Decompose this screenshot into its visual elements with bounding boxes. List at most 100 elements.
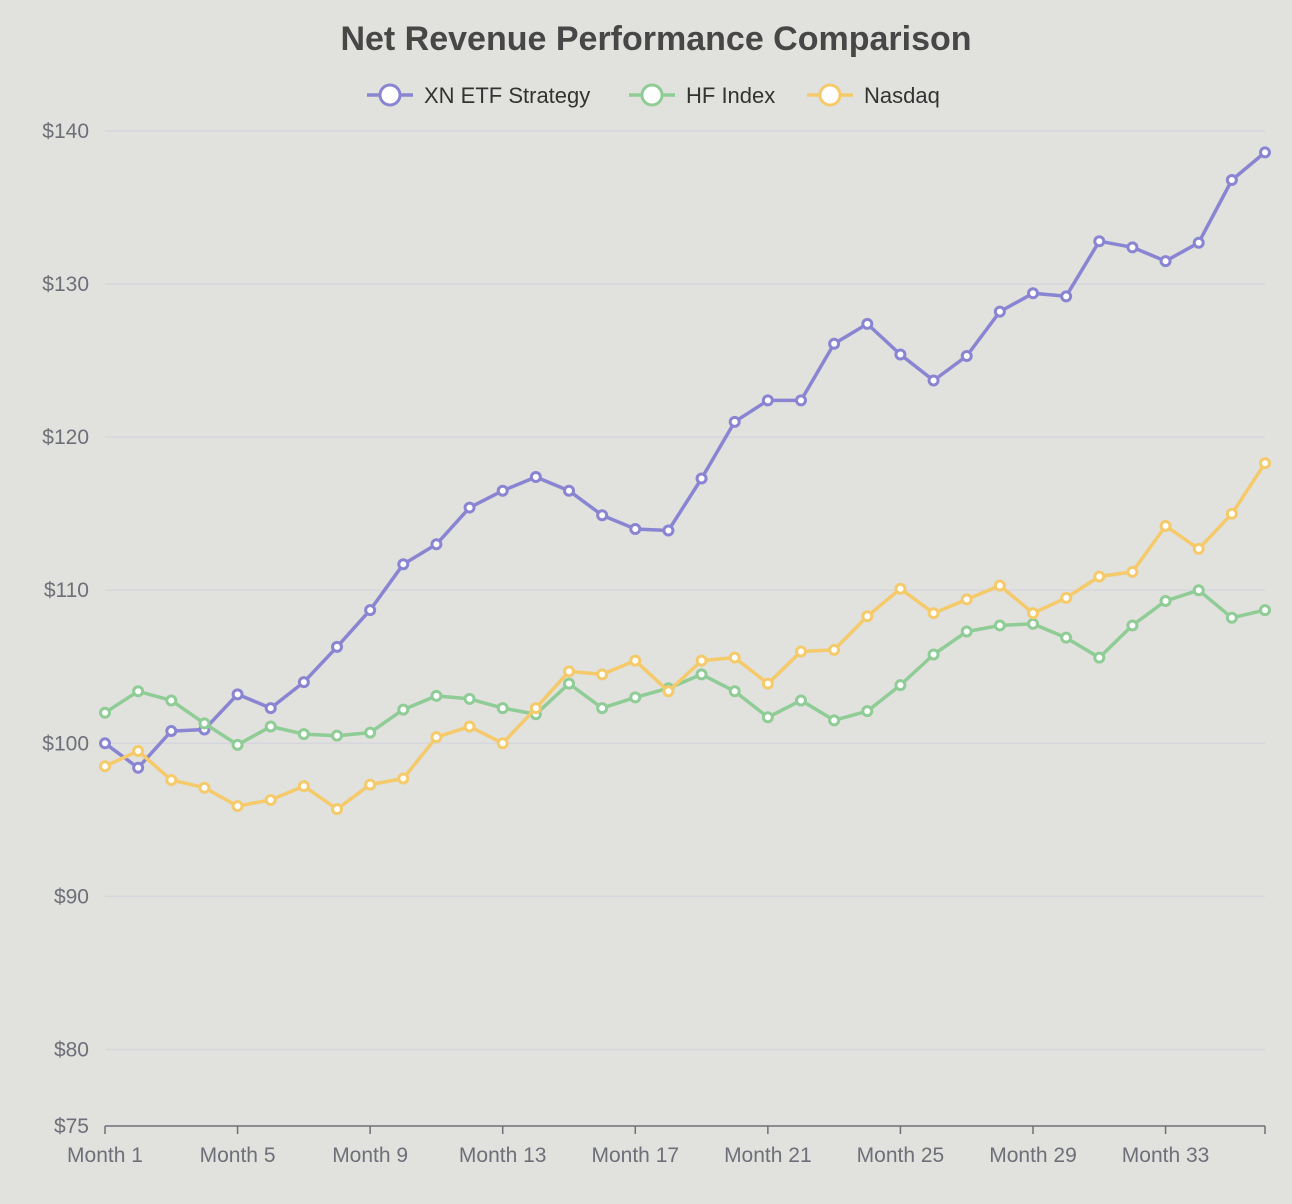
data-point-hf-index[interactable] (1192, 584, 1205, 597)
data-point-hf-index[interactable] (198, 717, 211, 730)
data-point-nasdaq[interactable] (132, 744, 145, 757)
data-point-nasdaq[interactable] (1159, 519, 1172, 532)
data-point-xn-etf-strategy[interactable] (960, 350, 973, 363)
data-point-hf-index[interactable] (695, 668, 708, 681)
data-point-xn-etf-strategy[interactable] (496, 484, 509, 497)
data-point-xn-etf-strategy[interactable] (1126, 241, 1139, 254)
data-point-hf-index[interactable] (264, 720, 277, 733)
data-point-nasdaq[interactable] (331, 803, 343, 816)
data-point-xn-etf-strategy[interactable] (728, 415, 741, 428)
data-point-xn-etf-strategy[interactable] (629, 523, 642, 535)
data-point-xn-etf-strategy[interactable] (231, 688, 244, 701)
data-point-nasdaq[interactable] (629, 654, 642, 667)
data-point-xn-etf-strategy[interactable] (894, 348, 907, 361)
data-point-hf-index[interactable] (1093, 651, 1106, 664)
series-line-nasdaq[interactable] (104, 462, 1267, 811)
data-point-xn-etf-strategy[interactable] (1027, 287, 1039, 300)
legend-item-nasdaq[interactable]: Nasdaq (807, 83, 940, 108)
data-point-xn-etf-strategy[interactable] (297, 676, 310, 689)
data-point-xn-etf-strategy[interactable] (463, 501, 476, 514)
data-point-xn-etf-strategy[interactable] (165, 725, 178, 738)
data-point-hf-index[interactable] (463, 692, 476, 705)
data-point-hf-index[interactable] (795, 694, 807, 707)
data-point-nasdaq[interactable] (463, 720, 476, 733)
data-point-hf-index[interactable] (132, 685, 145, 698)
data-point-nasdaq[interactable] (99, 760, 111, 773)
data-point-nasdaq[interactable] (1060, 591, 1073, 604)
data-point-nasdaq[interactable] (297, 780, 310, 793)
data-point-nasdaq[interactable] (231, 800, 244, 813)
data-point-hf-index[interactable] (1060, 631, 1073, 644)
data-point-hf-index[interactable] (364, 726, 377, 739)
data-point-xn-etf-strategy[interactable] (364, 604, 377, 617)
data-point-nasdaq[interactable] (397, 772, 410, 785)
data-point-nasdaq[interactable] (496, 737, 509, 750)
data-point-hf-index[interactable] (1225, 611, 1238, 624)
legend-item-xn-etf-strategy[interactable]: XN ETF Strategy (367, 83, 590, 108)
data-point-hf-index[interactable] (297, 728, 310, 741)
data-point-xn-etf-strategy[interactable] (132, 761, 145, 774)
data-point-xn-etf-strategy[interactable] (596, 509, 609, 522)
data-point-hf-index[interactable] (563, 677, 575, 690)
data-point-xn-etf-strategy[interactable] (1259, 146, 1271, 159)
data-point-hf-index[interactable] (728, 685, 741, 698)
data-point-xn-etf-strategy[interactable] (1225, 173, 1238, 186)
data-point-nasdaq[interactable] (761, 677, 774, 690)
data-point-xn-etf-strategy[interactable] (927, 374, 940, 387)
data-point-xn-etf-strategy[interactable] (99, 737, 111, 750)
data-point-xn-etf-strategy[interactable] (695, 472, 708, 485)
data-point-nasdaq[interactable] (728, 651, 741, 664)
data-point-hf-index[interactable] (1126, 619, 1139, 632)
data-point-nasdaq[interactable] (894, 582, 907, 595)
data-point-hf-index[interactable] (960, 625, 973, 638)
data-point-nasdaq[interactable] (529, 702, 542, 715)
data-point-nasdaq[interactable] (861, 610, 874, 623)
data-point-hf-index[interactable] (596, 702, 609, 715)
data-point-nasdaq[interactable] (828, 643, 841, 656)
data-point-nasdaq[interactable] (264, 793, 277, 806)
data-point-nasdaq[interactable] (430, 731, 443, 744)
data-point-xn-etf-strategy[interactable] (1159, 255, 1172, 268)
data-point-nasdaq[interactable] (364, 778, 377, 791)
data-point-nasdaq[interactable] (1225, 507, 1238, 520)
data-point-hf-index[interactable] (761, 711, 774, 724)
data-point-hf-index[interactable] (99, 706, 111, 719)
data-point-nasdaq[interactable] (165, 774, 178, 787)
data-point-xn-etf-strategy[interactable] (563, 484, 575, 497)
data-point-hf-index[interactable] (1259, 604, 1271, 617)
data-point-nasdaq[interactable] (993, 579, 1006, 592)
data-point-xn-etf-strategy[interactable] (795, 394, 807, 407)
data-point-xn-etf-strategy[interactable] (662, 524, 675, 537)
data-point-hf-index[interactable] (1027, 617, 1039, 630)
data-point-hf-index[interactable] (496, 702, 509, 715)
data-point-xn-etf-strategy[interactable] (1192, 236, 1205, 249)
data-point-nasdaq[interactable] (960, 593, 973, 606)
data-point-nasdaq[interactable] (662, 685, 675, 698)
series-line-xn-etf-strategy[interactable] (103, 151, 1267, 770)
data-point-nasdaq[interactable] (1259, 457, 1271, 470)
data-point-nasdaq[interactable] (1192, 542, 1205, 555)
data-point-nasdaq[interactable] (1027, 607, 1039, 620)
data-point-nasdaq[interactable] (563, 665, 575, 678)
data-point-xn-etf-strategy[interactable] (1060, 290, 1073, 303)
data-point-hf-index[interactable] (397, 703, 410, 716)
data-point-xn-etf-strategy[interactable] (430, 538, 443, 551)
data-point-xn-etf-strategy[interactable] (529, 470, 542, 483)
data-point-xn-etf-strategy[interactable] (331, 640, 343, 653)
data-point-hf-index[interactable] (828, 714, 841, 727)
data-point-hf-index[interactable] (993, 619, 1006, 632)
data-point-nasdaq[interactable] (596, 668, 609, 681)
data-point-hf-index[interactable] (430, 689, 443, 702)
data-point-hf-index[interactable] (1159, 594, 1172, 607)
data-point-xn-etf-strategy[interactable] (761, 394, 774, 407)
legend-item-hf-index[interactable]: HF Index (629, 83, 775, 108)
data-point-xn-etf-strategy[interactable] (861, 317, 874, 330)
data-point-hf-index[interactable] (629, 691, 642, 704)
data-point-nasdaq[interactable] (1126, 565, 1139, 578)
data-point-nasdaq[interactable] (795, 645, 807, 658)
data-point-hf-index[interactable] (165, 694, 178, 707)
data-point-nasdaq[interactable] (927, 607, 940, 620)
data-point-xn-etf-strategy[interactable] (828, 337, 841, 350)
data-point-hf-index[interactable] (231, 738, 244, 751)
series-line-hf-index[interactable] (104, 588, 1266, 747)
